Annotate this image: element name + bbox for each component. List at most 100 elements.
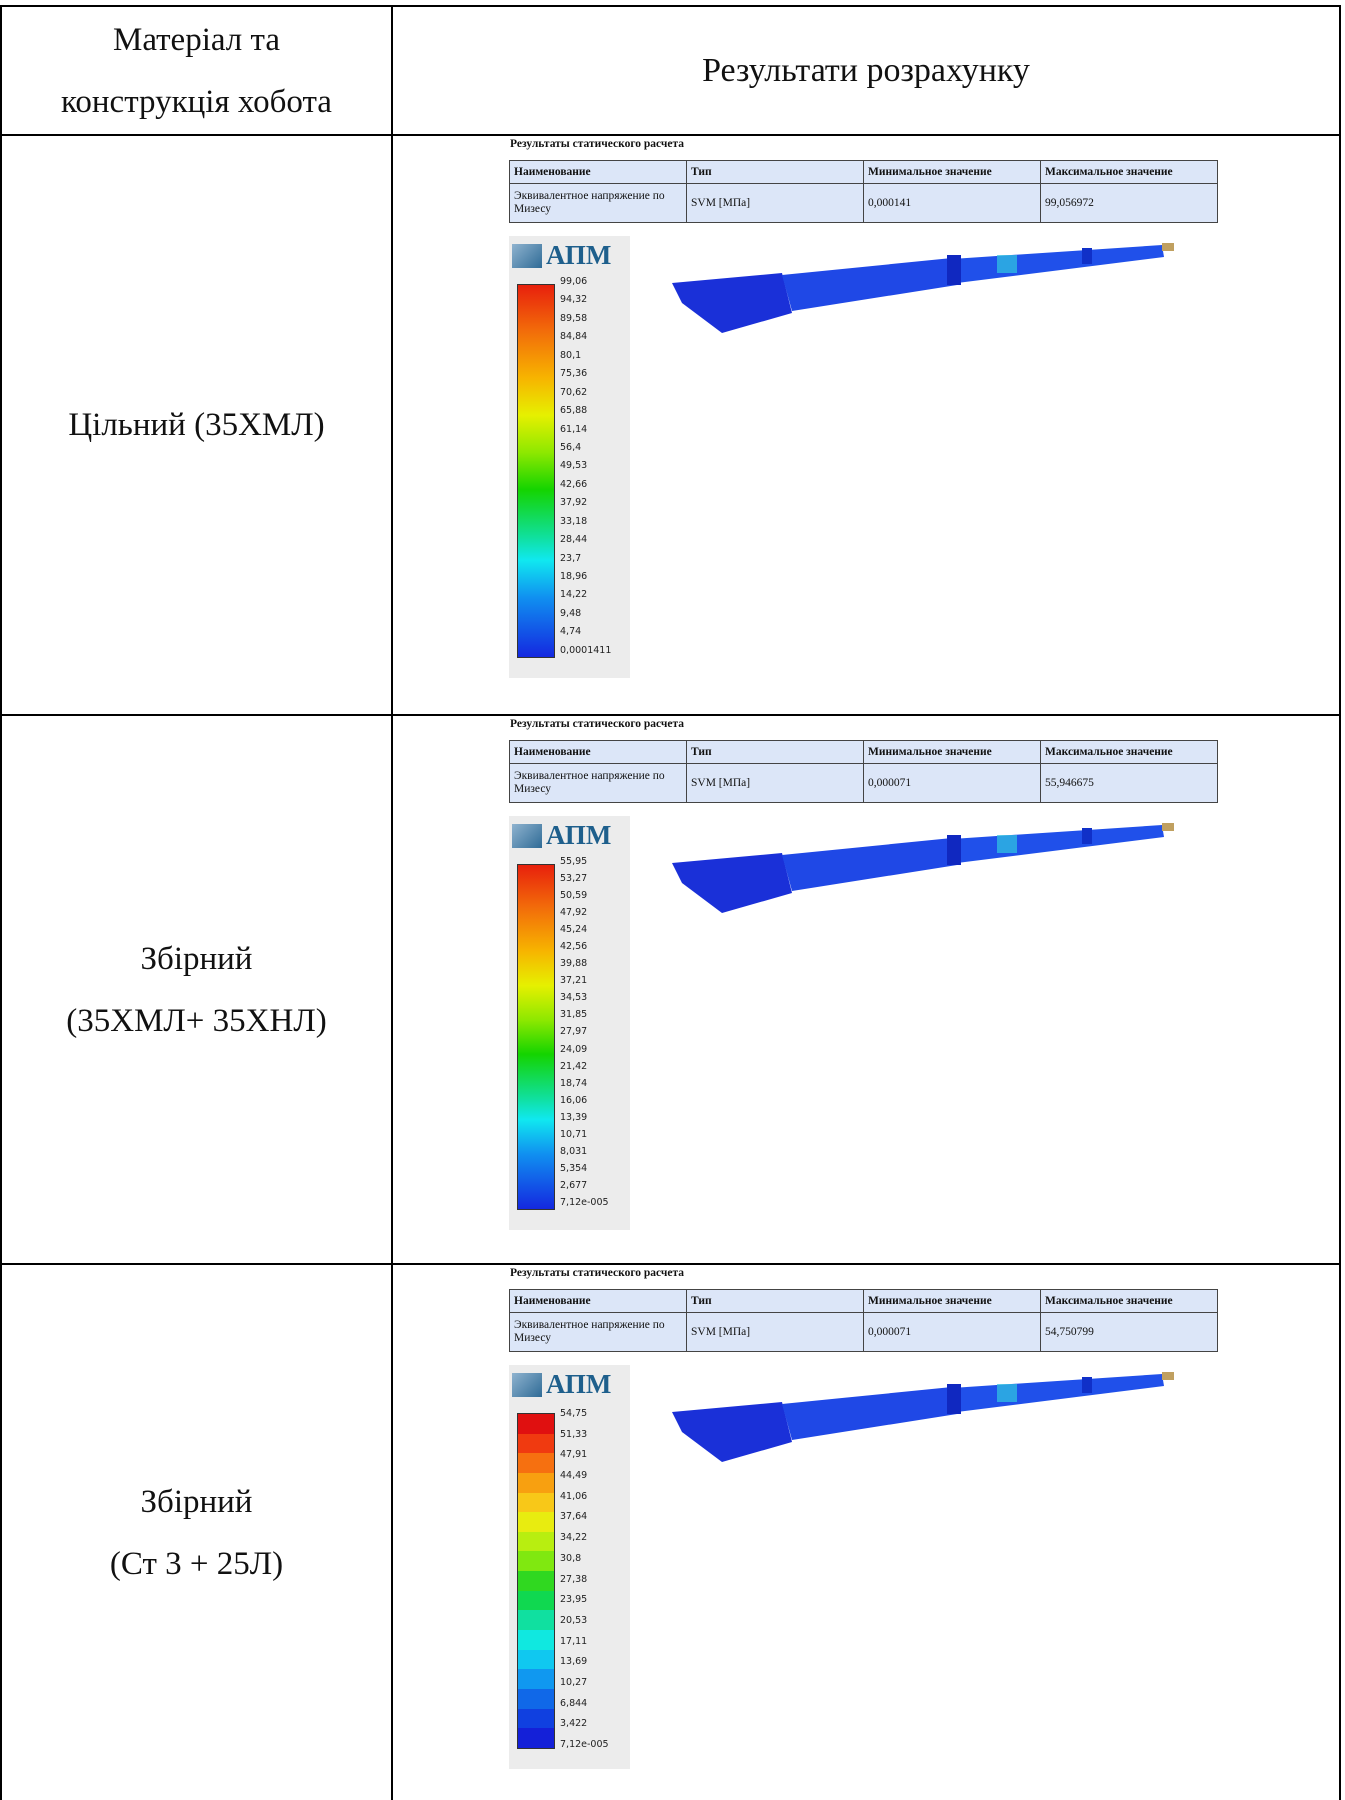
model-part (952, 1374, 1164, 1412)
report-value-cell: 0,000071 (864, 764, 1041, 803)
legend-label: 44,49 (560, 1470, 609, 1481)
report-value-cell: 54,750799 (1041, 1313, 1218, 1352)
legend-labels: 99,0694,3289,5884,8480,175,3670,6265,886… (560, 276, 611, 656)
color-band (518, 1512, 554, 1532)
report: Результаты статического расчетаНаименова… (507, 138, 1227, 712)
model-image (662, 1372, 1202, 1492)
legend-label: 34,53 (560, 992, 609, 1003)
legend-label: 42,56 (560, 941, 609, 952)
legend-label: 37,92 (560, 497, 611, 508)
legend-label: 42,66 (560, 479, 611, 490)
color-bar (517, 1413, 555, 1749)
logo: АПМ (512, 820, 611, 851)
legend-label: 20,53 (560, 1615, 609, 1626)
model-image (662, 823, 1202, 943)
logo-icon (512, 824, 542, 848)
material-line: Збірний (141, 1471, 253, 1533)
legend-label: 51,33 (560, 1429, 609, 1440)
material-line: Збірний (141, 928, 253, 990)
model-part (672, 1402, 792, 1462)
legend-label: 37,21 (560, 975, 609, 986)
color-band (518, 1610, 554, 1630)
legend-label: 28,44 (560, 534, 611, 545)
model-part (952, 245, 1164, 283)
color-band (518, 1689, 554, 1709)
legend-label: 53,27 (560, 873, 609, 884)
legend-label: 3,422 (560, 1718, 609, 1729)
model-part (1162, 823, 1174, 831)
material-cell: Цільний (35ХМЛ) (2, 136, 391, 714)
material-line: (35ХМЛ+ 35ХНЛ) (66, 990, 326, 1052)
legend-label: 2,677 (560, 1180, 609, 1191)
legend-label: 41,06 (560, 1491, 609, 1502)
legend-label: 50,59 (560, 890, 609, 901)
header-line: Матеріал та (113, 9, 280, 71)
report-table: НаименованиеТипМинимальное значениеМакси… (509, 740, 1218, 803)
material-cell: Збірний(35ХМЛ+ 35ХНЛ) (2, 716, 391, 1263)
report-header-cell: Максимальное значение (1041, 1290, 1218, 1313)
model-part (672, 853, 792, 913)
color-band (518, 1532, 554, 1552)
color-band (518, 1453, 554, 1473)
report-header-row: НаименованиеТипМинимальное значениеМакси… (510, 161, 1218, 184)
model-part (1082, 248, 1092, 264)
report-header-cell: Минимальное значение (864, 161, 1041, 184)
report-value-cell: SVM [МПа] (687, 1313, 864, 1352)
model-part (782, 838, 957, 891)
legend-label: 24,09 (560, 1044, 609, 1055)
logo-text: АПМ (546, 820, 611, 851)
legend-label: 6,844 (560, 1698, 609, 1709)
legend-label: 16,06 (560, 1095, 609, 1106)
legend-label: 37,64 (560, 1511, 609, 1522)
model-part (672, 273, 792, 333)
legend-label: 49,53 (560, 460, 611, 471)
legend-label: 30,8 (560, 1553, 609, 1564)
report: Результаты статического расчета Наименова… (507, 718, 1227, 1261)
color-band (518, 1434, 554, 1454)
report-title: Результаты статического расчета (510, 718, 684, 730)
legend-label: 89,58 (560, 313, 611, 324)
legend: АПМ54,7551,3347,9144,4941,0637,6434,2230… (509, 1365, 630, 1769)
report-header-cell: Наименование (510, 741, 687, 764)
report-header-cell: Тип (687, 1290, 864, 1313)
legend-label: 33,18 (560, 516, 611, 527)
report-header-cell: Наименование (510, 1290, 687, 1313)
border (1339, 5, 1341, 1800)
model-part (1162, 1372, 1174, 1380)
legend-label: 47,92 (560, 907, 609, 918)
legend-label: 10,71 (560, 1129, 609, 1140)
legend-label: 0,0001411 (560, 645, 611, 656)
model-part (947, 1384, 961, 1414)
legend-label: 27,97 (560, 1026, 609, 1037)
model-part (1162, 243, 1174, 251)
color-band (518, 1551, 554, 1571)
legend-label: 45,24 (560, 924, 609, 935)
model-part (997, 255, 1017, 273)
legend-label: 70,62 (560, 387, 611, 398)
model-part (947, 255, 961, 285)
header-line: конструкція хобота (61, 71, 332, 133)
report-header-cell: Тип (687, 741, 864, 764)
model-part (952, 825, 1164, 863)
legend-label: 23,7 (560, 553, 611, 564)
border (391, 5, 393, 1800)
legend-label: 99,06 (560, 276, 611, 287)
legend-label: 9,48 (560, 608, 611, 619)
legend-label: 7,12e-005 (560, 1739, 609, 1750)
legend-label: 54,75 (560, 1408, 609, 1419)
color-band (518, 1728, 554, 1748)
legend-label: 65,88 (560, 405, 611, 416)
header-material: Матеріал та конструкція хобота (2, 7, 391, 134)
legend-label: 23,95 (560, 1594, 609, 1605)
report-value-cell: SVM [МПа] (687, 184, 864, 223)
legend-label: 18,74 (560, 1078, 609, 1089)
color-bar (517, 864, 555, 1210)
legend-label: 56,4 (560, 442, 611, 453)
